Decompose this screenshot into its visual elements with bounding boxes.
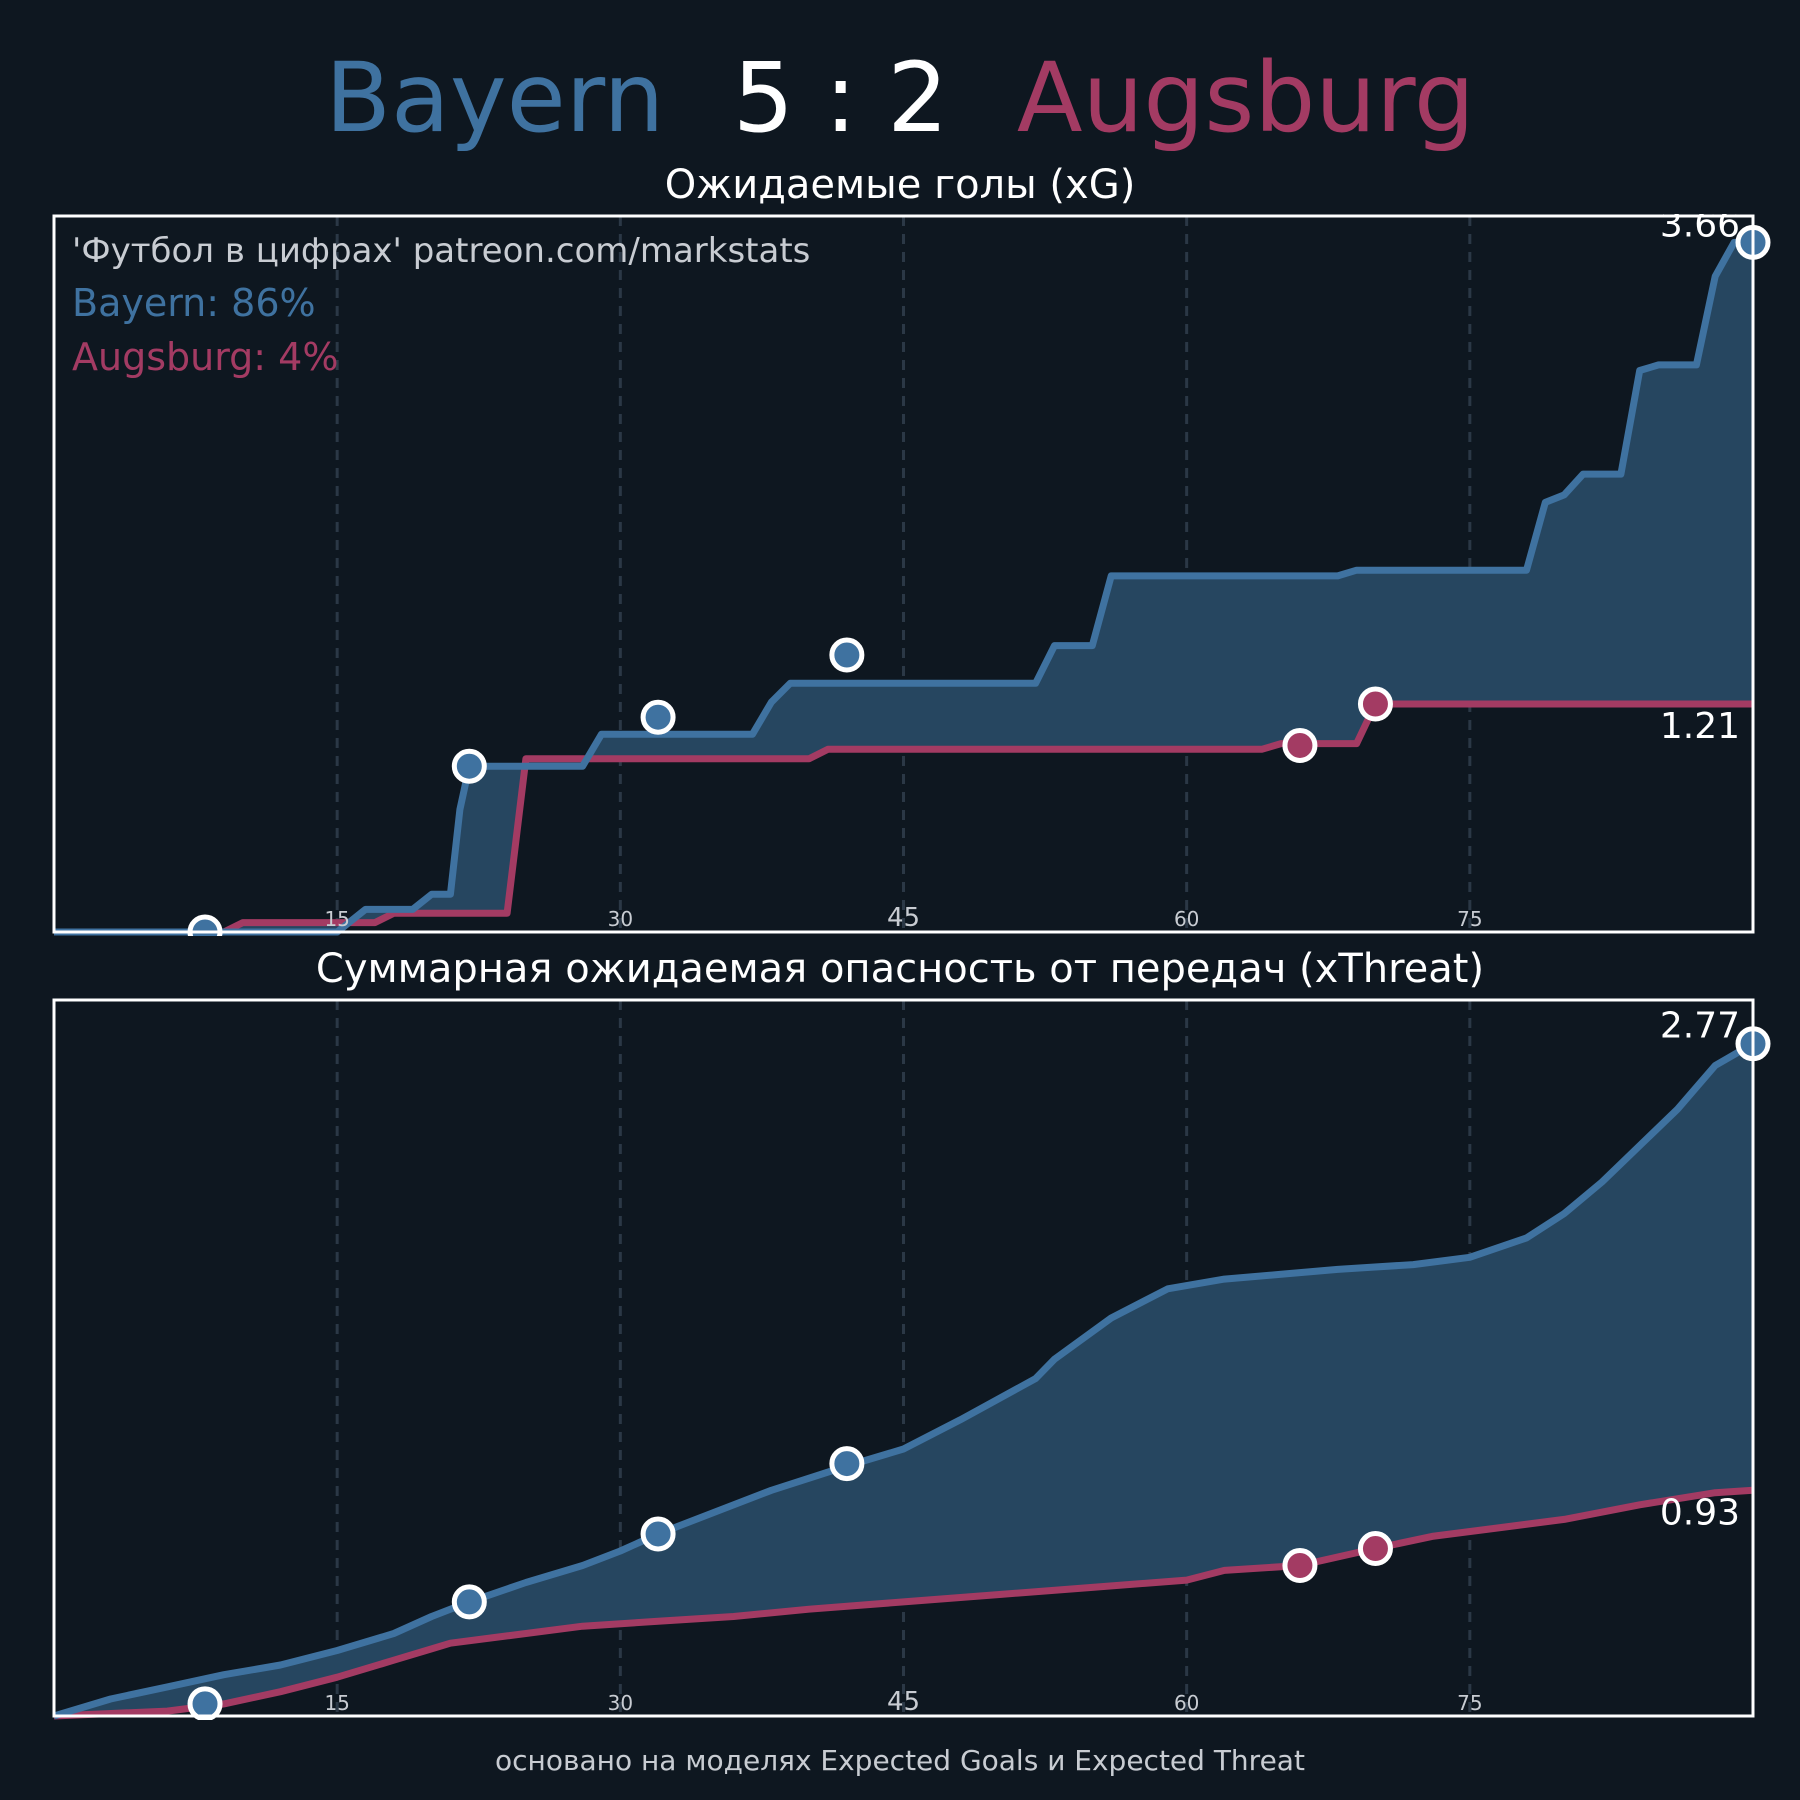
xthreat-chart: 15 30 45 60 75 2.77 0.93 <box>52 998 1771 1720</box>
x-tick-label: 15 <box>324 1691 349 1715</box>
bayern-goal-marker <box>829 1446 865 1482</box>
xg-chart-title: Ожидаемые голы (xG) <box>664 162 1136 208</box>
x-tick-label: 15 <box>324 907 349 931</box>
bayern-goal-marker <box>451 748 487 784</box>
bayern-total-label: 2.77 <box>1660 1006 1740 1047</box>
augsburg-series-line <box>54 700 1753 936</box>
bayern-goal-marker <box>640 699 676 735</box>
augsburg-goal-marker <box>1357 686 1393 722</box>
augsburg-goal-marker <box>1357 1531 1393 1567</box>
score-home: 5 <box>732 42 794 154</box>
x-tick-label: 60 <box>1174 1691 1199 1715</box>
away-team-name: Augsburg <box>1016 42 1475 154</box>
score-away: 2 <box>887 42 949 154</box>
area-between-series <box>54 1043 1753 1716</box>
plot-frame <box>52 214 1755 934</box>
home-team-name: Bayern <box>325 42 665 154</box>
augsburg-total-label: 0.93 <box>1660 1492 1740 1533</box>
xg-chart: 15 30 45 60 75 3.66 1.21 'Футбол в цифрах' patr… <box>52 214 1771 936</box>
bayern-goal-marker <box>187 1686 223 1720</box>
x-tick-label: 75 <box>1457 907 1482 931</box>
plot-frame <box>52 998 1755 1718</box>
augsburg-series-line <box>53 1486 1754 1720</box>
augsburg-goal-marker <box>1282 1548 1318 1584</box>
x-tick-label: 45 <box>887 903 920 933</box>
x-tick-label: 30 <box>608 907 633 931</box>
bayern-series-line <box>52 1040 1755 1720</box>
augsburg-goal-marker <box>1282 727 1318 763</box>
x-tick-label: 45 <box>887 1687 920 1717</box>
bayern-series-line <box>54 238 1753 936</box>
x-tick-label: 60 <box>1174 907 1199 931</box>
bayern-goal-marker <box>451 1584 487 1620</box>
match-header: Bayern 5 : 2 Augsburg <box>0 28 1800 168</box>
footer-note: основано на моделях Expected Goals и Exp… <box>495 1744 1305 1777</box>
augsburg-total-label: 1.21 <box>1660 706 1740 747</box>
xthreat-chart-title: Суммарная ожидаемая опасность от передач… <box>315 946 1485 992</box>
bayern-win-probability: Bayern: 86% <box>72 281 316 325</box>
score-separator: : <box>824 42 857 154</box>
score: 5 : 2 <box>733 28 949 168</box>
augsburg-win-probability: Augsburg: 4% <box>72 335 338 379</box>
bayern-goal-marker <box>640 1516 676 1552</box>
bayern-goal-marker <box>829 637 865 673</box>
source-credit: 'Футбол в цифрах' patreon.com/markstats <box>72 231 810 271</box>
area-between-series <box>54 242 1753 932</box>
bayern-total-label: 3.66 <box>1660 214 1740 245</box>
x-tick-label: 75 <box>1457 1691 1482 1715</box>
x-tick-label: 30 <box>608 1691 633 1715</box>
